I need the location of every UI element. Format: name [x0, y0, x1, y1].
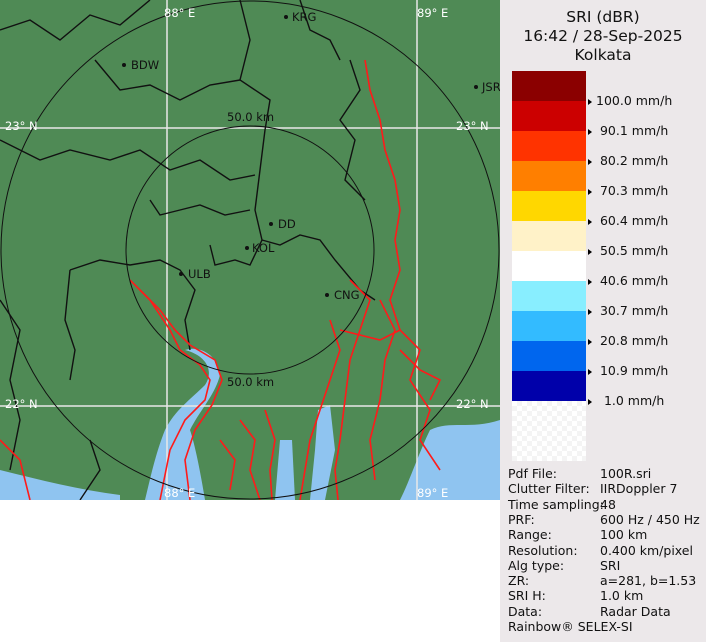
legend-value: 20.8 mm/h — [596, 333, 669, 348]
product-title: SRI (dBR) — [566, 8, 640, 26]
place-dd: DD — [278, 217, 296, 231]
legend-swatch — [512, 191, 586, 221]
legend-value: 50.5 mm/h — [596, 243, 669, 258]
legend-swatch — [512, 101, 586, 131]
place-cng: CNG — [334, 288, 360, 302]
radar-map[interactable]: 50.0 km 50.0 km 88° E 89° E 88° E 89° E … — [0, 0, 500, 500]
legend-swatch — [512, 281, 586, 311]
legend-value: 30.7 mm/h — [596, 303, 669, 318]
legend-pointer-icon — [588, 218, 592, 225]
metadata-key: Pdf File: — [508, 466, 557, 481]
legend-pointer-icon — [588, 278, 592, 285]
legend-pointer-icon — [588, 98, 592, 105]
grid-label-89e-bottom: 89° E — [417, 486, 448, 500]
metadata-key: SRI H: — [508, 588, 546, 604]
grid-label-23n-left: 23° N — [5, 119, 38, 133]
legend-nodata-swatch — [512, 401, 586, 461]
legend-pointer-icon — [588, 158, 592, 165]
legend-value: 1.0 mm/h — [596, 393, 665, 408]
legend-value: 70.3 mm/h — [596, 183, 669, 198]
legend-value: 90.1 mm/h — [596, 123, 669, 138]
metadata-value: 100 km — [600, 527, 648, 543]
metadata-value: Radar Data — [600, 603, 671, 619]
range-label-top: 50.0 km — [227, 110, 274, 124]
legend-value: 10.9 mm/h — [596, 363, 669, 378]
metadata-value: SRI — [600, 557, 621, 573]
metadata-value: IIRDoppler 7 — [600, 481, 678, 497]
legend-label: 70.3 mm/h — [588, 183, 668, 198]
legend-swatch — [512, 341, 586, 371]
metadata-value: a=281, b=1.53 — [600, 573, 697, 589]
grid-label-22n-right: 22° N — [456, 397, 489, 411]
metadata-value: 0.400 km/pixel — [600, 542, 693, 558]
legend-swatch — [512, 311, 586, 341]
legend-swatch — [512, 71, 586, 101]
range-label-bottom: 50.0 km — [227, 375, 274, 389]
admin-borders — [0, 0, 376, 500]
legend-label: 60.4 mm/h — [588, 213, 668, 228]
metadata-key: Resolution: — [508, 542, 578, 558]
legend-label: 80.2 mm/h — [588, 153, 668, 168]
metadata-key: Data: — [508, 603, 543, 619]
legend-swatch — [512, 221, 586, 251]
legend-value: 100.0 mm/h — [596, 93, 673, 108]
legend-value: 40.6 mm/h — [596, 273, 669, 288]
metadata-value: 600 Hz / 450 Hz — [600, 511, 700, 527]
place-bdw: BDW — [131, 58, 159, 72]
legend-label: 20.8 mm/h — [588, 333, 668, 348]
info-panel: SRI (dBR) 16:42 / 28-Sep-2025 Kolkata 10… — [500, 0, 706, 642]
legend-swatch — [512, 371, 586, 401]
legend-label: 30.7 mm/h — [588, 303, 668, 318]
legend-pointer-icon — [588, 368, 592, 375]
legend-pointer-icon — [588, 398, 592, 405]
site-name: Kolkata — [574, 46, 632, 64]
legend-pointer-icon — [588, 338, 592, 345]
legend-label: 50.5 mm/h — [588, 243, 668, 258]
metadata-value: 1.0 km — [600, 588, 644, 604]
place-ulb: ULB — [188, 267, 211, 281]
grid-label-23n-right: 23° N — [456, 119, 489, 133]
place-kol: KOL — [252, 241, 275, 255]
place-jsr: JSR — [481, 80, 500, 94]
legend-value: 80.2 mm/h — [596, 153, 669, 168]
legend-pointer-icon — [588, 188, 592, 195]
metadata-key: ZR: — [508, 573, 530, 589]
range-rings — [0, 0, 500, 500]
legend-pointer-icon — [588, 248, 592, 255]
legend-swatch — [512, 131, 586, 161]
metadata-value: 100R.sri — [600, 466, 652, 481]
metadata-key: Range: — [508, 527, 552, 543]
legend-pointer-icon — [588, 128, 592, 135]
legend-pointer-icon — [588, 308, 592, 315]
place-markers: KRG BDW JSR DD KOL ULB CNG — [122, 10, 500, 302]
legend-label: 10.9 mm/h — [588, 363, 668, 378]
metadata-key: Time sampling: — [508, 496, 604, 512]
legend-label: 90.1 mm/h — [588, 123, 668, 138]
legend-label: 40.6 mm/h — [588, 273, 668, 288]
footer-brand: Rainbow® SELEX-SI — [508, 619, 633, 634]
legend-value: 60.4 mm/h — [596, 213, 669, 228]
grid-lines — [0, 0, 500, 500]
legend-label: 100.0 mm/h — [588, 93, 672, 108]
grid-label-22n-left: 22° N — [5, 397, 38, 411]
metadata-value: 48 — [600, 496, 616, 512]
grid-label-89e-top: 89° E — [417, 6, 448, 20]
legend-label: 1.0 mm/h — [588, 393, 664, 408]
metadata-key: Clutter Filter: — [508, 481, 590, 497]
place-krg: KRG — [292, 10, 316, 24]
legend-swatch — [512, 251, 586, 281]
product-datetime: 16:42 / 28-Sep-2025 — [523, 27, 683, 45]
metadata-key: Alg type: — [508, 557, 565, 573]
grid-label-88e-bottom: 88° E — [164, 486, 195, 500]
legend-swatch — [512, 161, 586, 191]
metadata-key: PRF: — [508, 511, 535, 527]
grid-label-88e-top: 88° E — [164, 6, 195, 20]
